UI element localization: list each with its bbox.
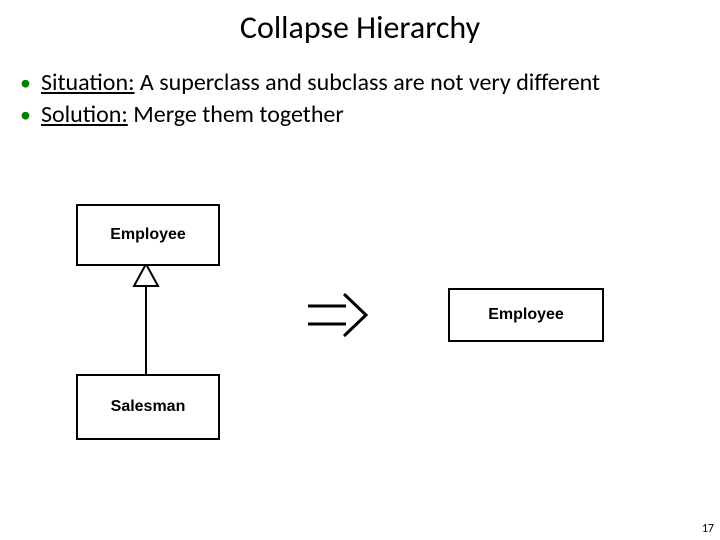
bullet-rest: A superclass and subclass are not very d…: [134, 68, 600, 97]
bullet-label: Situation:: [41, 68, 135, 97]
page-number: 17: [702, 522, 714, 536]
uml-box-employee-right: Employee: [448, 288, 604, 342]
bullet-marker-icon: •: [20, 68, 31, 98]
uml-box-salesman: Salesman: [76, 374, 220, 440]
bullet-item: • Solution: Merge them together: [20, 100, 700, 130]
slide: Collapse Hierarchy • Situation: A superc…: [0, 0, 720, 540]
bullet-item: • Situation: A superclass and subclass a…: [20, 68, 700, 98]
bullet-rest: Merge them together: [128, 100, 344, 129]
uml-box-label: Employee: [488, 306, 564, 324]
uml-box-label: Salesman: [111, 398, 186, 416]
bullet-marker-icon: •: [20, 100, 31, 130]
bullet-text: Situation: A superclass and subclass are…: [41, 68, 700, 98]
bullet-label: Solution:: [41, 100, 128, 129]
uml-box-employee-left: Employee: [76, 204, 220, 266]
uml-box-label: Employee: [110, 226, 186, 244]
slide-title: Collapse Hierarchy: [0, 8, 720, 47]
bullet-list: • Situation: A superclass and subclass a…: [20, 68, 700, 132]
implies-arrow-icon: [304, 292, 374, 338]
bullet-text: Solution: Merge them together: [41, 100, 700, 130]
uml-diagram: Employee Salesman Employee: [56, 204, 664, 484]
